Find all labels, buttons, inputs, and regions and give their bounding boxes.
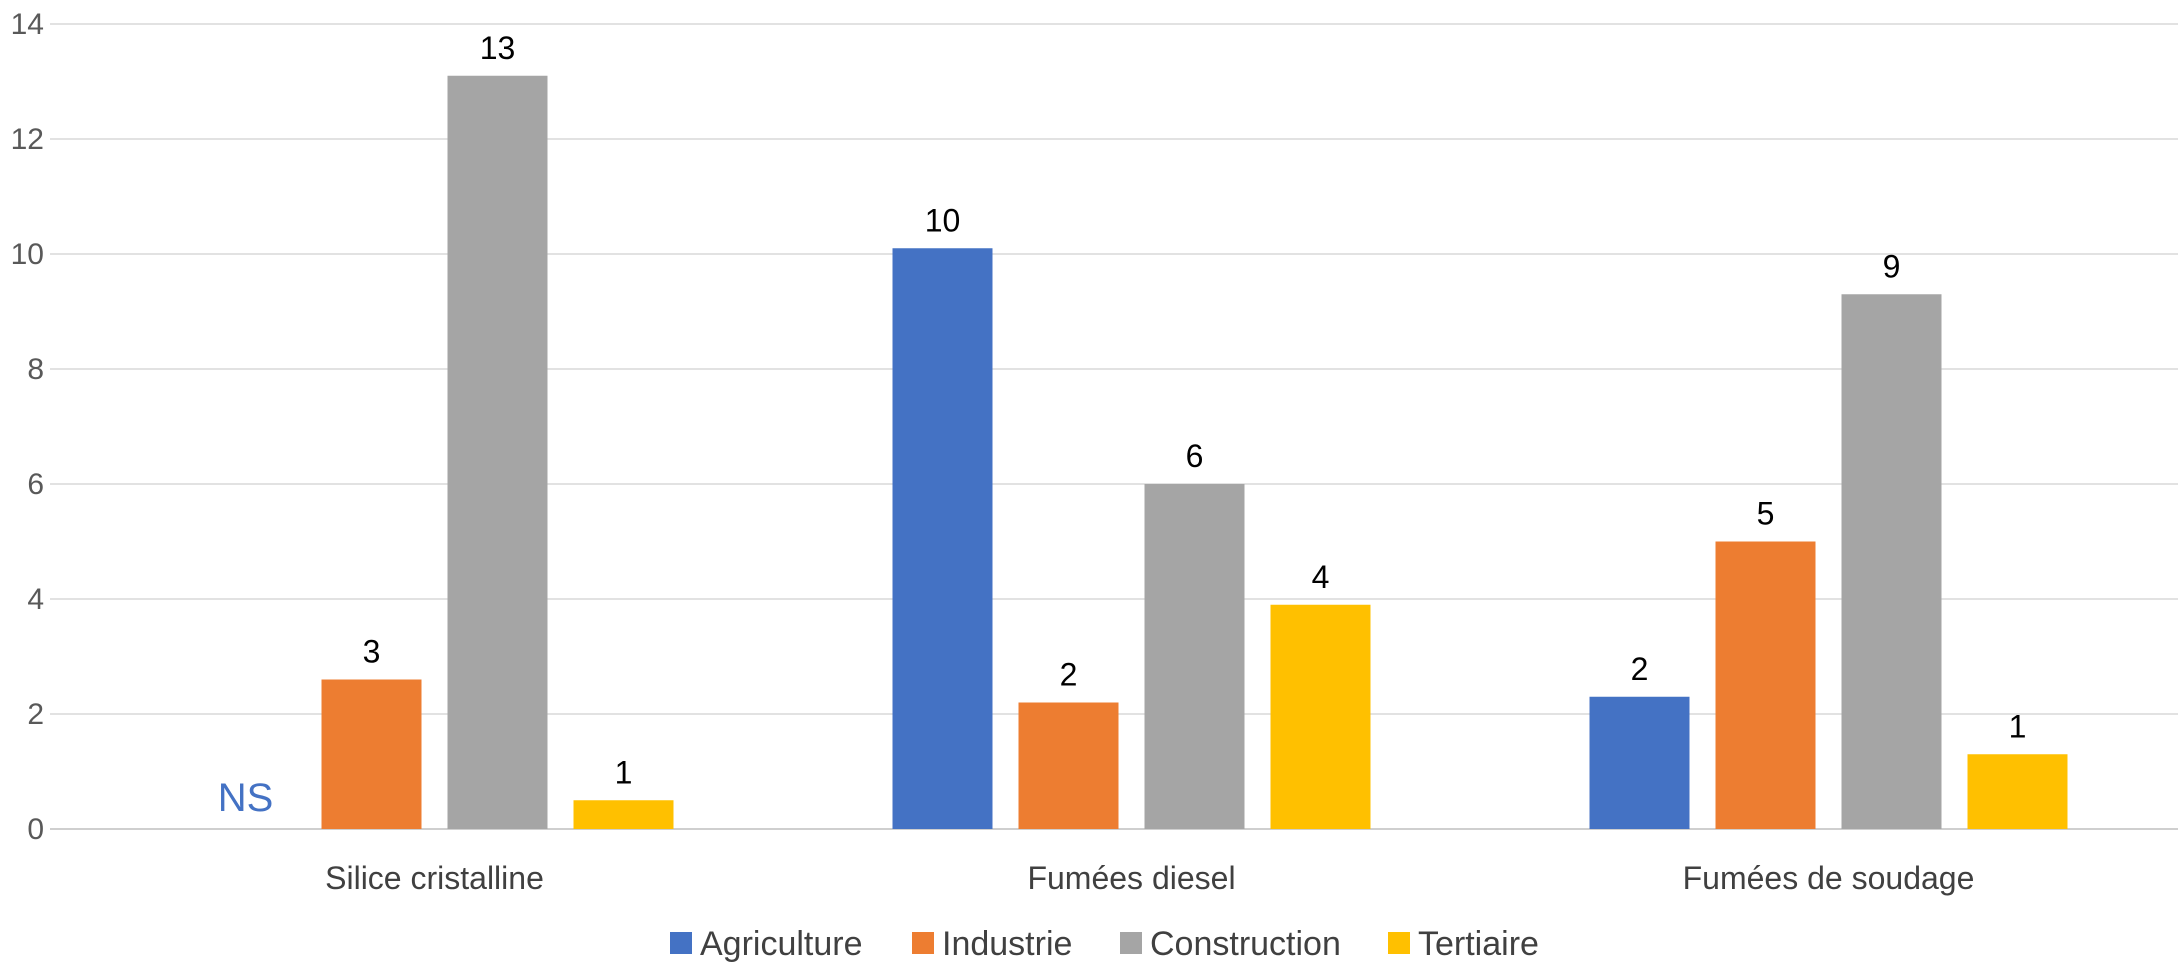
bar-tertiaire-2 xyxy=(1270,604,1371,829)
x-category-label: Fumées diesel xyxy=(1027,860,1235,896)
y-tick-label: 6 xyxy=(27,468,44,501)
data-label: 6 xyxy=(1186,438,1204,474)
legend-label-tertiaire: Tertiaire xyxy=(1418,925,1539,963)
bar-agriculture-3 xyxy=(1589,696,1690,829)
legend: Agriculture Industrie Construction Tertiair… xyxy=(670,925,1539,963)
y-tick-label: 14 xyxy=(11,8,44,41)
bar-construction-1 xyxy=(447,75,548,829)
data-label: 10 xyxy=(925,202,961,238)
bar-industrie-1 xyxy=(321,679,422,829)
bar-construction-2 xyxy=(1144,484,1245,829)
data-labels: NS 3 13 1 10 2 6 4 2 5 9 1 xyxy=(218,30,2027,820)
y-tick-label: 12 xyxy=(11,123,44,156)
x-category-label: Silice cristalline xyxy=(325,860,544,896)
data-label: 2 xyxy=(1631,651,1649,687)
data-label: 3 xyxy=(363,634,381,670)
legend-swatch-construction xyxy=(1120,932,1142,954)
x-category-label: Fumées de soudage xyxy=(1683,860,1975,896)
y-tick-label: 0 xyxy=(27,813,44,846)
bar-industrie-2 xyxy=(1018,702,1119,829)
legend-swatch-tertiaire xyxy=(1388,932,1410,954)
bar-construction-3 xyxy=(1841,294,1942,829)
legend-label-agriculture: Agriculture xyxy=(700,925,863,963)
data-label: 5 xyxy=(1757,496,1775,532)
bar-agriculture-2 xyxy=(892,248,993,829)
bars xyxy=(321,75,2068,829)
data-label: 1 xyxy=(615,754,633,790)
data-label: 13 xyxy=(480,30,516,66)
data-label: 4 xyxy=(1312,559,1330,595)
legend-swatch-agriculture xyxy=(670,932,692,954)
x-axis: Silice cristalline Fumées diesel Fumées de… xyxy=(325,860,1974,896)
bar-tertiaire-3 xyxy=(1967,754,2068,829)
y-tick-label: 2 xyxy=(27,698,44,731)
y-tick-label: 4 xyxy=(27,583,44,616)
legend-label-industrie: Industrie xyxy=(942,925,1072,963)
y-tick-label: 10 xyxy=(11,238,44,271)
data-label: 9 xyxy=(1883,248,1901,284)
bar-tertiaire-1 xyxy=(573,800,674,829)
legend-label-construction: Construction xyxy=(1150,925,1341,963)
data-label: 2 xyxy=(1060,657,1078,693)
bar-industrie-3 xyxy=(1715,541,1816,829)
legend-swatch-industrie xyxy=(912,932,934,954)
data-label: 1 xyxy=(2009,708,2027,744)
y-tick-label: 8 xyxy=(27,353,44,386)
y-axis: 0 2 4 6 8 10 12 14 xyxy=(11,8,44,846)
ns-annotation: NS xyxy=(218,776,274,820)
